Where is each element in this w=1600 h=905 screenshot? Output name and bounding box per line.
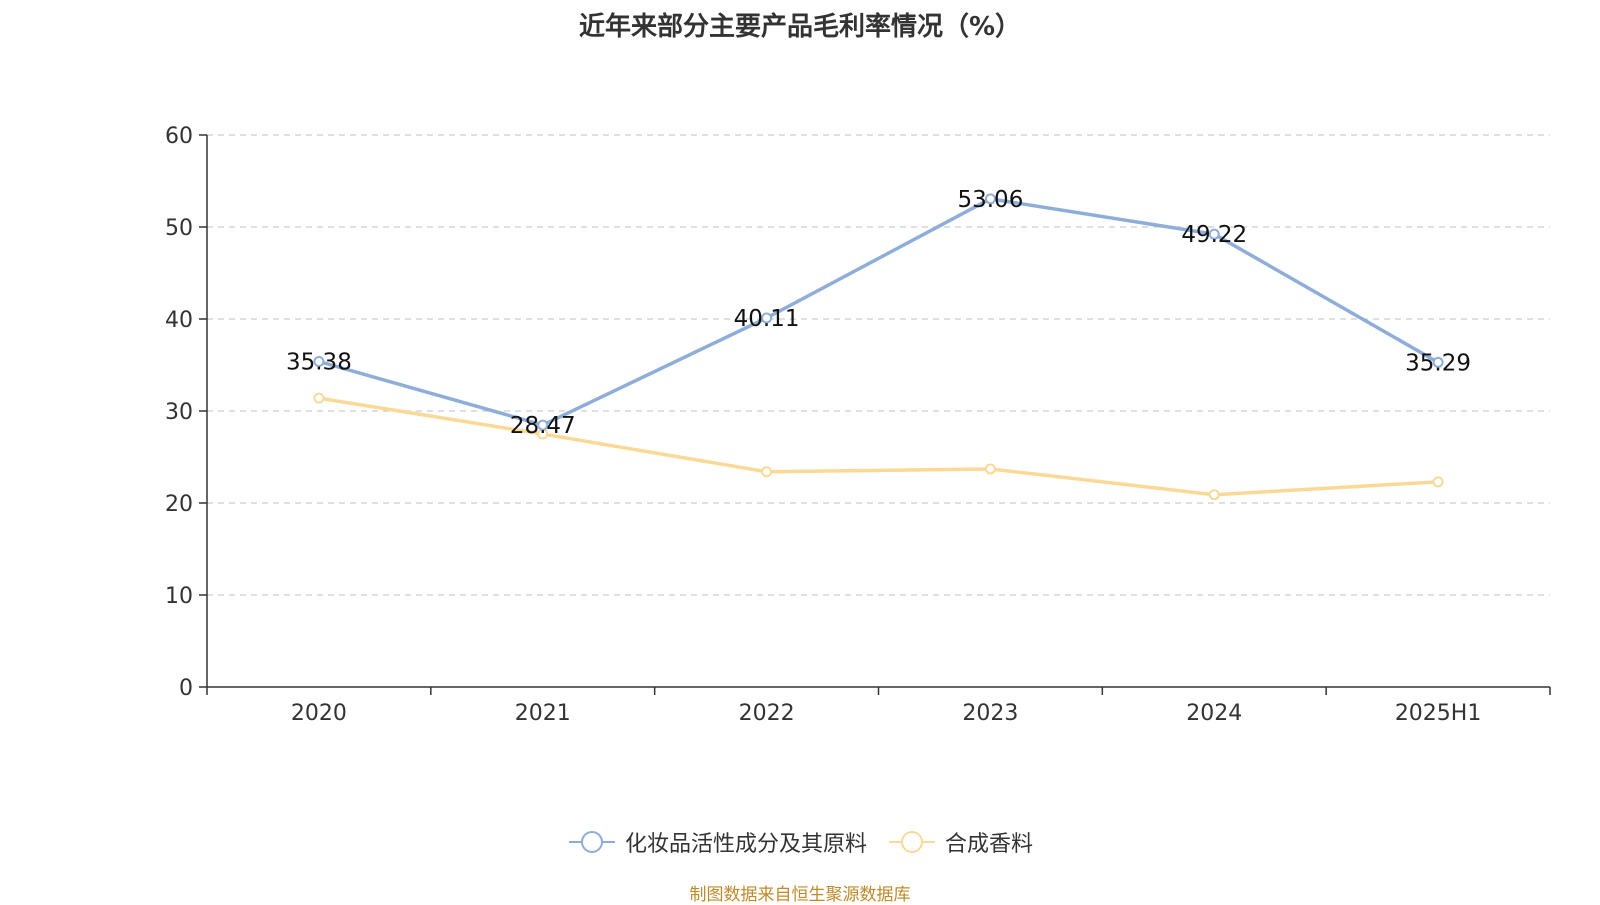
legend-item-series-1[interactable]: 化妆品活性成分及其原料 — [567, 826, 867, 858]
data-point-series-2 — [984, 463, 996, 475]
data-label: 35.29 — [1405, 350, 1471, 376]
data-label: 53.06 — [957, 187, 1023, 213]
x-tick-label: 2023 — [962, 701, 1018, 726]
legend-label-series-1: 化妆品活性成分及其原料 — [624, 832, 867, 857]
legend-marker-series-2 — [889, 831, 935, 853]
y-tick-label: 10 — [165, 584, 193, 609]
series-lines — [313, 193, 1444, 501]
data-label: 35.38 — [286, 350, 352, 376]
y-tick-label: 20 — [165, 492, 193, 517]
data-point-series-2 — [1208, 489, 1220, 501]
data-point-series-2 — [1432, 476, 1444, 488]
data-point-series-1 — [313, 356, 325, 368]
chart-title: 近年来部分主要产品毛利率情况（%） — [578, 12, 1022, 42]
series-line-2 — [318, 396, 1439, 497]
x-tick-label: 2024 — [1186, 701, 1242, 726]
data-point-series-2 — [761, 466, 773, 478]
data-point-series-1 — [1432, 356, 1444, 368]
data-point-series-1 — [761, 312, 773, 324]
legend: 化妆品活性成分及其原料 合成香料 — [0, 826, 1600, 858]
grid-lines — [207, 134, 1550, 596]
series-line-1 — [318, 197, 1439, 427]
data-point-series-1 — [537, 419, 549, 431]
x-tick-label: 2020 — [291, 701, 347, 726]
y-tick-label: 0 — [179, 676, 193, 701]
x-tick-label: 2021 — [515, 701, 571, 726]
data-point-series-1 — [1208, 228, 1220, 240]
y-tick-label: 30 — [165, 400, 193, 425]
y-tick-label: 50 — [165, 216, 193, 241]
y-tick-label: 60 — [165, 124, 193, 149]
x-tick-label: 2025H1 — [1395, 701, 1482, 726]
axes: 0 10 20 30 40 50 60 2020 2021 2022 2023 2024 2025H1 — [165, 124, 1551, 726]
x-tick-label: 2022 — [739, 701, 795, 726]
data-label: 40.11 — [734, 306, 800, 332]
legend-label-series-2: 合成香料 — [945, 832, 1034, 857]
data-point-series-1 — [984, 193, 996, 205]
y-tick-label: 40 — [165, 308, 193, 333]
data-label: 28.47 — [510, 413, 576, 439]
legend-item-series-2[interactable]: 合成香料 — [887, 826, 1033, 858]
data-labels: 35.38 28.47 40.11 53.06 49.22 35.29 — [286, 187, 1471, 439]
data-point-series-2 — [313, 392, 325, 404]
legend-marker-series-1 — [568, 831, 615, 853]
source-note: 制图数据来自恒生聚源数据库 — [689, 885, 911, 905]
data-label: 49.22 — [1181, 222, 1247, 248]
